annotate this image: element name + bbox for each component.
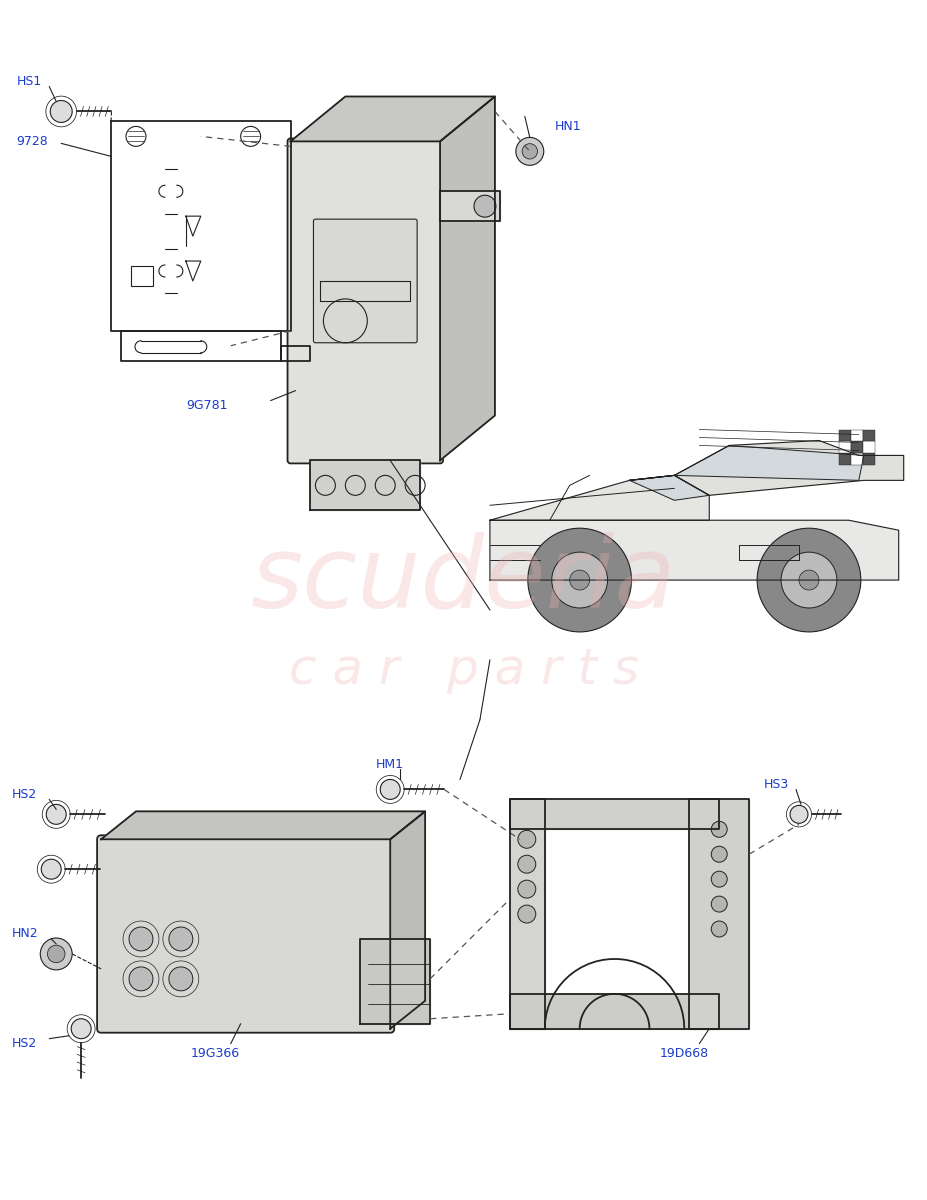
Circle shape (710, 871, 727, 887)
Polygon shape (629, 440, 903, 496)
Polygon shape (689, 799, 748, 1028)
Text: HM1: HM1 (375, 758, 403, 772)
Circle shape (710, 922, 727, 937)
Circle shape (46, 804, 66, 824)
Polygon shape (439, 96, 494, 461)
Circle shape (517, 830, 535, 848)
FancyBboxPatch shape (287, 138, 442, 463)
Circle shape (710, 896, 727, 912)
Text: 9728: 9728 (17, 134, 48, 148)
Circle shape (552, 552, 607, 608)
Text: HN1: HN1 (554, 120, 580, 133)
Circle shape (380, 780, 400, 799)
Polygon shape (674, 445, 863, 480)
Polygon shape (629, 475, 708, 500)
Bar (850, 442, 862, 454)
Circle shape (129, 928, 153, 950)
Polygon shape (311, 461, 420, 510)
Circle shape (527, 528, 630, 632)
Circle shape (474, 196, 495, 217)
Bar (862, 454, 874, 466)
Bar (862, 430, 874, 442)
Circle shape (569, 570, 589, 590)
Circle shape (756, 528, 860, 632)
Circle shape (515, 137, 543, 166)
Polygon shape (101, 811, 425, 839)
Bar (850, 454, 862, 466)
Bar (838, 454, 850, 466)
Circle shape (798, 570, 818, 590)
Circle shape (517, 856, 535, 874)
Polygon shape (509, 994, 718, 1028)
Text: HS2: HS2 (11, 788, 36, 800)
Bar (862, 442, 874, 454)
FancyBboxPatch shape (97, 835, 394, 1033)
Circle shape (41, 859, 61, 880)
Bar (131, 266, 153, 286)
Text: HN2: HN2 (11, 928, 38, 941)
Polygon shape (489, 475, 708, 521)
Polygon shape (290, 96, 494, 142)
Polygon shape (389, 811, 425, 1028)
Circle shape (129, 967, 153, 991)
Circle shape (71, 1019, 91, 1039)
Circle shape (710, 846, 727, 863)
Text: HS3: HS3 (763, 778, 789, 791)
Polygon shape (509, 799, 544, 1028)
Circle shape (781, 552, 836, 608)
Text: HS2: HS2 (11, 1037, 36, 1050)
Text: HS1: HS1 (17, 76, 42, 88)
Circle shape (789, 805, 807, 823)
Polygon shape (439, 191, 500, 221)
Text: 19G366: 19G366 (191, 1048, 240, 1060)
Circle shape (517, 905, 535, 923)
Circle shape (710, 821, 727, 838)
FancyBboxPatch shape (313, 220, 417, 343)
Circle shape (169, 928, 193, 950)
Text: 9G781: 9G781 (185, 400, 227, 412)
Circle shape (47, 946, 65, 962)
Circle shape (517, 880, 535, 898)
Polygon shape (489, 521, 897, 580)
Circle shape (50, 101, 72, 122)
Bar (850, 430, 862, 442)
Bar (838, 430, 850, 442)
Circle shape (169, 967, 193, 991)
Text: 19D668: 19D668 (659, 1048, 708, 1060)
Text: c a r   p a r t s: c a r p a r t s (288, 646, 639, 694)
Text: scuderia: scuderia (251, 532, 676, 629)
Circle shape (40, 938, 72, 970)
Polygon shape (360, 938, 429, 1024)
Circle shape (522, 144, 537, 160)
Polygon shape (509, 799, 718, 829)
Bar (838, 442, 850, 454)
